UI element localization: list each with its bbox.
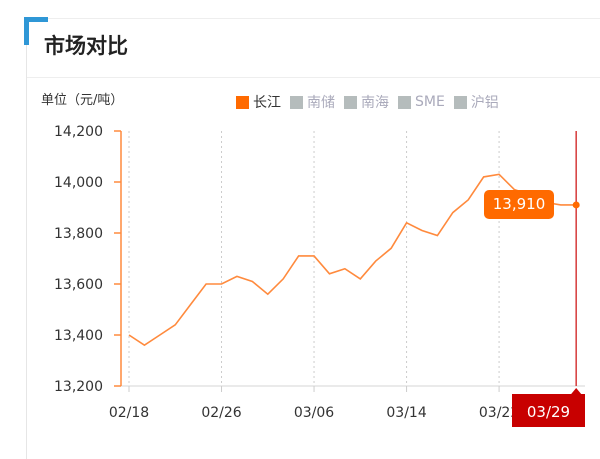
legend-item-sme[interactable]: SME — [398, 92, 445, 112]
legend-swatch — [344, 95, 357, 109]
x-tick-label: 03/22 — [479, 405, 519, 421]
legend-label: SME — [415, 94, 445, 110]
y-tick-label: 14,000 — [54, 175, 103, 191]
legend-swatch — [290, 95, 303, 109]
divider — [27, 77, 600, 78]
legend-swatch — [453, 95, 467, 109]
y-tick-label: 13,800 — [54, 226, 103, 242]
legend: 长江 南储 南海 SME 沪铝 — [236, 92, 499, 112]
tooltip-date: 03/29 — [512, 394, 585, 427]
legend-label: 南海 — [361, 95, 389, 111]
x-tick-label: 02/26 — [201, 405, 241, 421]
legend-item-changjiang[interactable]: 长江 — [236, 92, 281, 112]
date-tag-pointer — [571, 388, 582, 394]
y-tick-label: 13,600 — [54, 277, 103, 293]
data-point-highlight — [572, 201, 580, 209]
legend-label: 沪铝 — [470, 95, 499, 111]
x-tick-label: 03/06 — [294, 405, 334, 421]
tooltip-value: 13,910 — [484, 190, 554, 219]
title-accent — [24, 17, 48, 45]
chart-card — [26, 18, 600, 459]
legend-label: 南储 — [307, 95, 335, 111]
page-title: 市场对比 — [44, 34, 128, 58]
y-tick-label: 14,200 — [54, 124, 103, 140]
y-tick-label: 13,400 — [54, 328, 103, 344]
legend-item-hulv[interactable]: 沪铝 — [453, 92, 499, 112]
x-tick-label: 03/14 — [386, 405, 426, 421]
y-tick-label: 13,200 — [54, 379, 103, 395]
legend-swatch — [398, 95, 411, 109]
unit-label: 单位（元/吨） — [41, 93, 124, 108]
legend-item-nanhai[interactable]: 南海 — [344, 92, 389, 112]
legend-label: 长江 — [253, 95, 281, 111]
series-line-changjiang — [128, 173, 577, 347]
legend-item-nanchu[interactable]: 南储 — [290, 92, 335, 112]
legend-swatch — [236, 95, 249, 109]
x-tick-label: 02/18 — [109, 405, 149, 421]
